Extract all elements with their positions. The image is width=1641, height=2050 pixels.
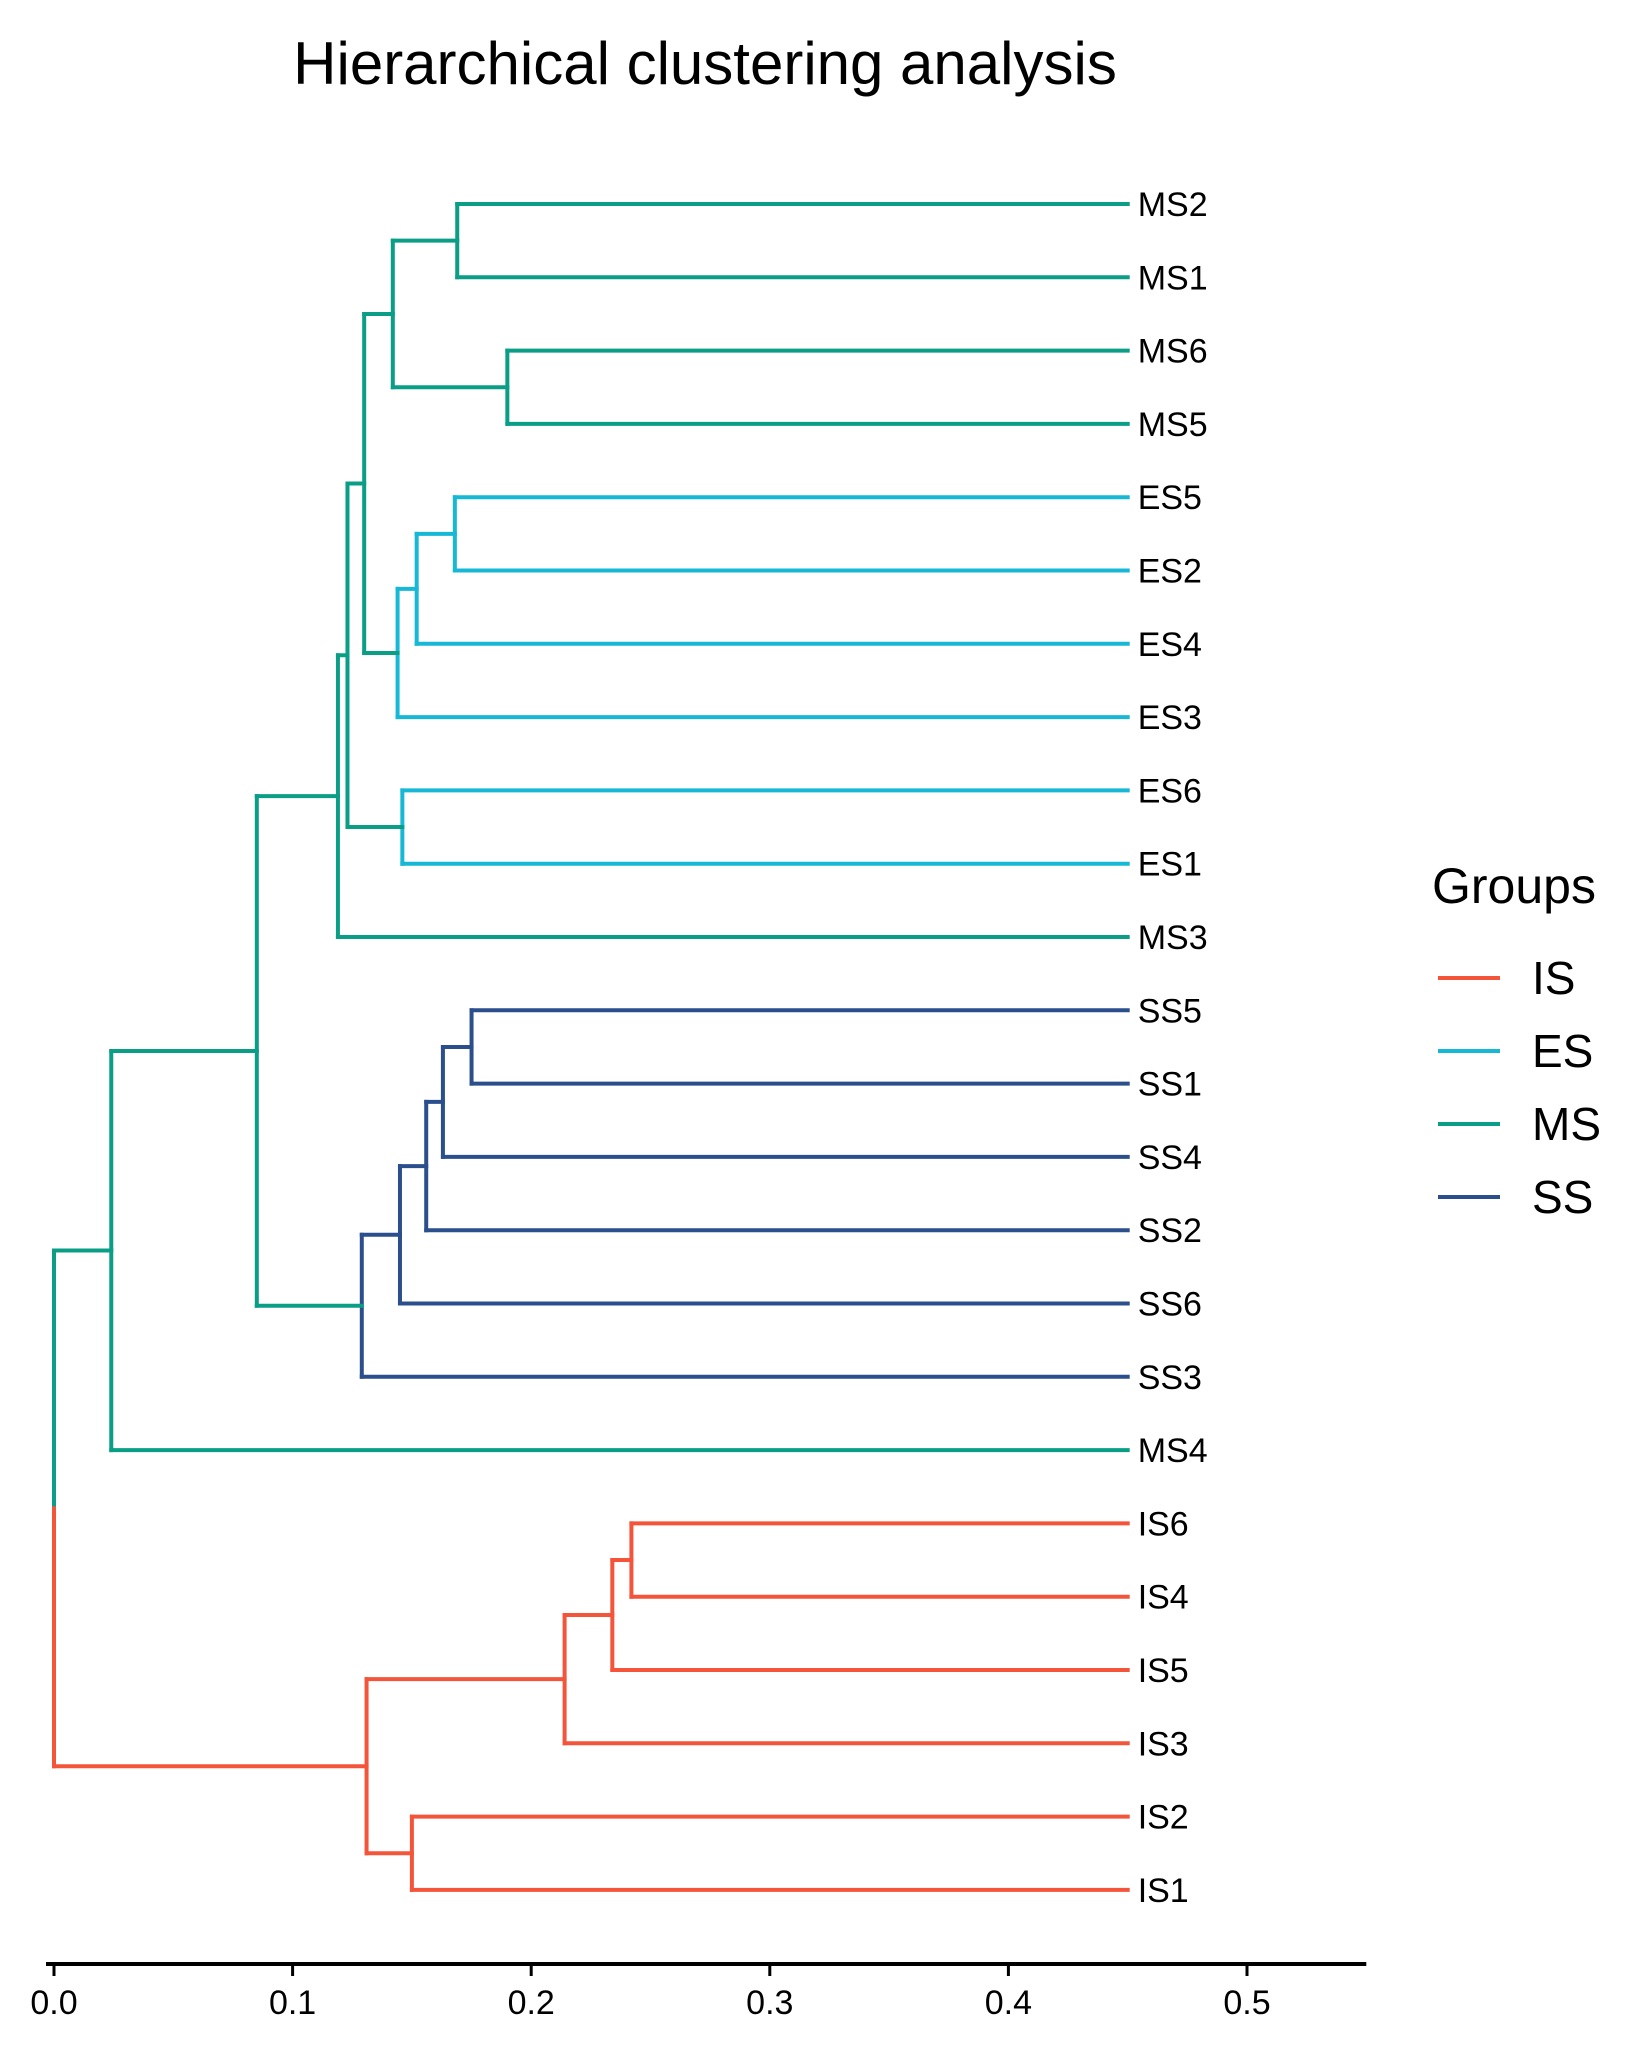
legend-title: Groups [1432, 858, 1596, 914]
leaf-label: SS3 [1138, 1359, 1202, 1397]
leaf-label: MS6 [1138, 333, 1208, 371]
leaf-label: SS1 [1138, 1066, 1202, 1104]
leaf-label: IS5 [1138, 1652, 1189, 1690]
leaf-label: IS3 [1138, 1725, 1189, 1763]
leaf-label: IS6 [1138, 1505, 1189, 1543]
legend-label: SS [1532, 1171, 1593, 1223]
x-tick-label: 0.2 [508, 1984, 555, 2022]
x-tick-label: 0.4 [985, 1984, 1032, 2022]
legend-label: ES [1532, 1025, 1593, 1077]
x-tick-label: 0.1 [269, 1984, 316, 2022]
chart-title: Hierarchical clustering analysis [293, 30, 1117, 97]
x-tick-label: 0.0 [30, 1984, 77, 2022]
leaf-label: MS3 [1138, 919, 1208, 957]
legend-label: IS [1532, 952, 1575, 1004]
leaf-label: MS5 [1138, 406, 1208, 444]
x-tick-label: 0.5 [1223, 1984, 1270, 2022]
leaf-label: MS1 [1138, 259, 1208, 297]
leaf-label: MS4 [1138, 1432, 1208, 1470]
x-axis: 0.0 0.1 0.2 0.3 0.4 0.5 [30, 1962, 1367, 2022]
leaf-label: IS4 [1138, 1579, 1189, 1617]
leaf-label: ES4 [1138, 626, 1202, 664]
leaf-label: SS5 [1138, 992, 1202, 1030]
leaf-label: SS2 [1138, 1212, 1202, 1250]
legend-label: MS [1532, 1098, 1601, 1150]
legend: Groups IS ES MS SS [1432, 858, 1601, 1223]
leaf-label: ES1 [1138, 846, 1202, 884]
leaf-label: IS1 [1138, 1872, 1189, 1910]
leaf-label: IS2 [1138, 1799, 1189, 1837]
leaf-label: ES6 [1138, 772, 1202, 810]
leaf-labels: MS2 MS1 MS6 MS5 ES5 ES2 ES4 ES3 ES6 ES1 MS3 SS5 SS1 S… [1138, 186, 1208, 1910]
leaf-label: MS2 [1138, 186, 1208, 224]
dendrogram-branches [52, 202, 1130, 1892]
x-tick-label: 0.3 [746, 1984, 793, 2022]
leaf-label: ES2 [1138, 553, 1202, 591]
leaf-label: ES3 [1138, 699, 1202, 737]
leaf-label: ES5 [1138, 479, 1202, 517]
leaf-label: SS6 [1138, 1286, 1202, 1324]
leaf-label: SS4 [1138, 1139, 1202, 1177]
